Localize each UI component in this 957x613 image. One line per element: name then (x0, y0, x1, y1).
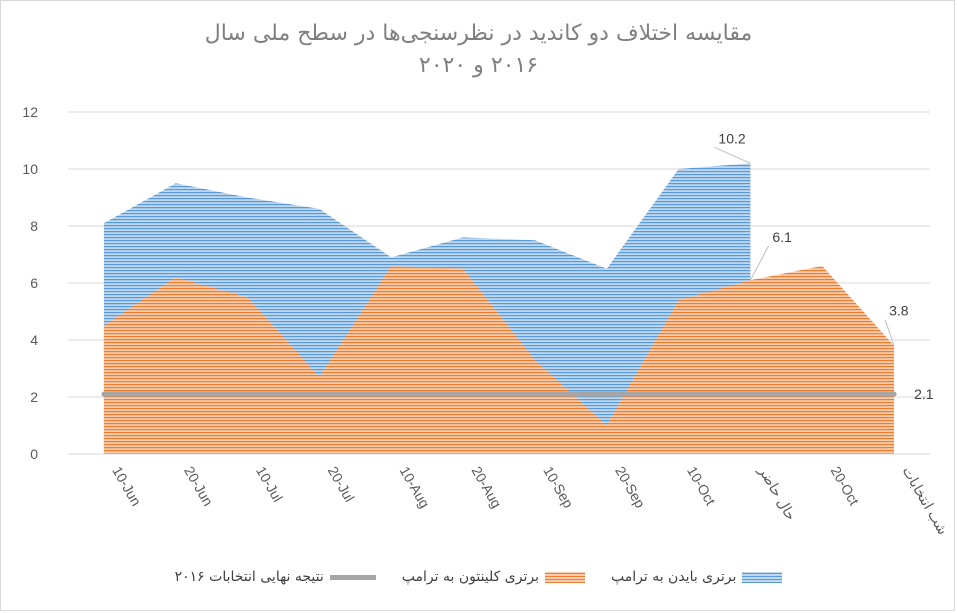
legend-label-biden: برتری بایدن به ترامپ (610, 569, 737, 585)
x-tick-label: 10-Jun (109, 464, 144, 509)
y-tick-label: 0 (30, 446, 38, 462)
y-tick-label: 10 (22, 161, 38, 177)
legend-label-clinton: برتری کلینتون به ترامپ (401, 569, 539, 585)
x-tick-label: 20-Aug (468, 464, 504, 511)
x-tick-label: 10-Jul (253, 464, 286, 505)
data-label-clinton-current-leader (749, 245, 769, 281)
legend-item-result-2016: نتیجه نهایی انتخابات ۲۰۱۶ (175, 569, 376, 585)
data-label-biden-current: 10.2 (718, 130, 745, 146)
y-tick-label: 6 (30, 275, 38, 291)
x-tick-label: 10-Sep (540, 464, 577, 511)
y-tick-label: 8 (30, 218, 38, 234)
data-label-biden-current-leader (714, 146, 751, 164)
legend: برتری بایدن به ترامپ برتری کلینتون به تر… (0, 562, 957, 592)
x-tick-label: 20-Sep (612, 464, 649, 511)
data-labels: 10.2 6.1 3.8 2.1 (714, 130, 934, 402)
legend-item-biden: برتری بایدن به ترامپ (610, 569, 783, 585)
y-tick-label: 2 (30, 389, 38, 405)
x-tick-label: 20-Jun (181, 464, 216, 509)
x-tick-label: 20-Oct (828, 464, 863, 508)
legend-label-result-2016: نتیجه نهایی انتخابات ۲۰۱۶ (174, 569, 324, 585)
chart-title-line2: ۲۰۱۶ و ۲۰۲۰ (418, 53, 539, 78)
y-tick-label: 12 (22, 104, 38, 120)
series-areas (103, 163, 895, 455)
x-tick-label: 10-Oct (684, 464, 719, 508)
chart-title: مقایسه اختلاف دو کاندید در نظرسنجی‌ها در… (0, 18, 957, 82)
legend-swatch-result-2016 (329, 574, 376, 580)
data-label-clinton-election: 3.8 (889, 303, 909, 319)
data-label-result-2016: 2.1 (914, 386, 934, 402)
x-tick-label: شب انتخابات (899, 464, 951, 538)
chart-title-line1: مقایسه اختلاف دو کاندید در نظرسنجی‌ها در… (204, 21, 753, 46)
legend-swatch-biden (742, 571, 783, 583)
data-label-clinton-election-leader (884, 319, 895, 346)
legend-swatch-clinton (544, 571, 585, 583)
area-clinton-lead (103, 265, 895, 454)
x-tick-label: حال حاضر (754, 463, 799, 524)
x-tick-label: 20-Jul (325, 464, 358, 505)
data-label-clinton-current: 6.1 (772, 229, 792, 245)
x-tick-label: 10-Aug (397, 464, 433, 511)
legend-item-clinton: برتری کلینتون به ترامپ (402, 569, 585, 585)
y-tick-label: 4 (30, 332, 38, 348)
